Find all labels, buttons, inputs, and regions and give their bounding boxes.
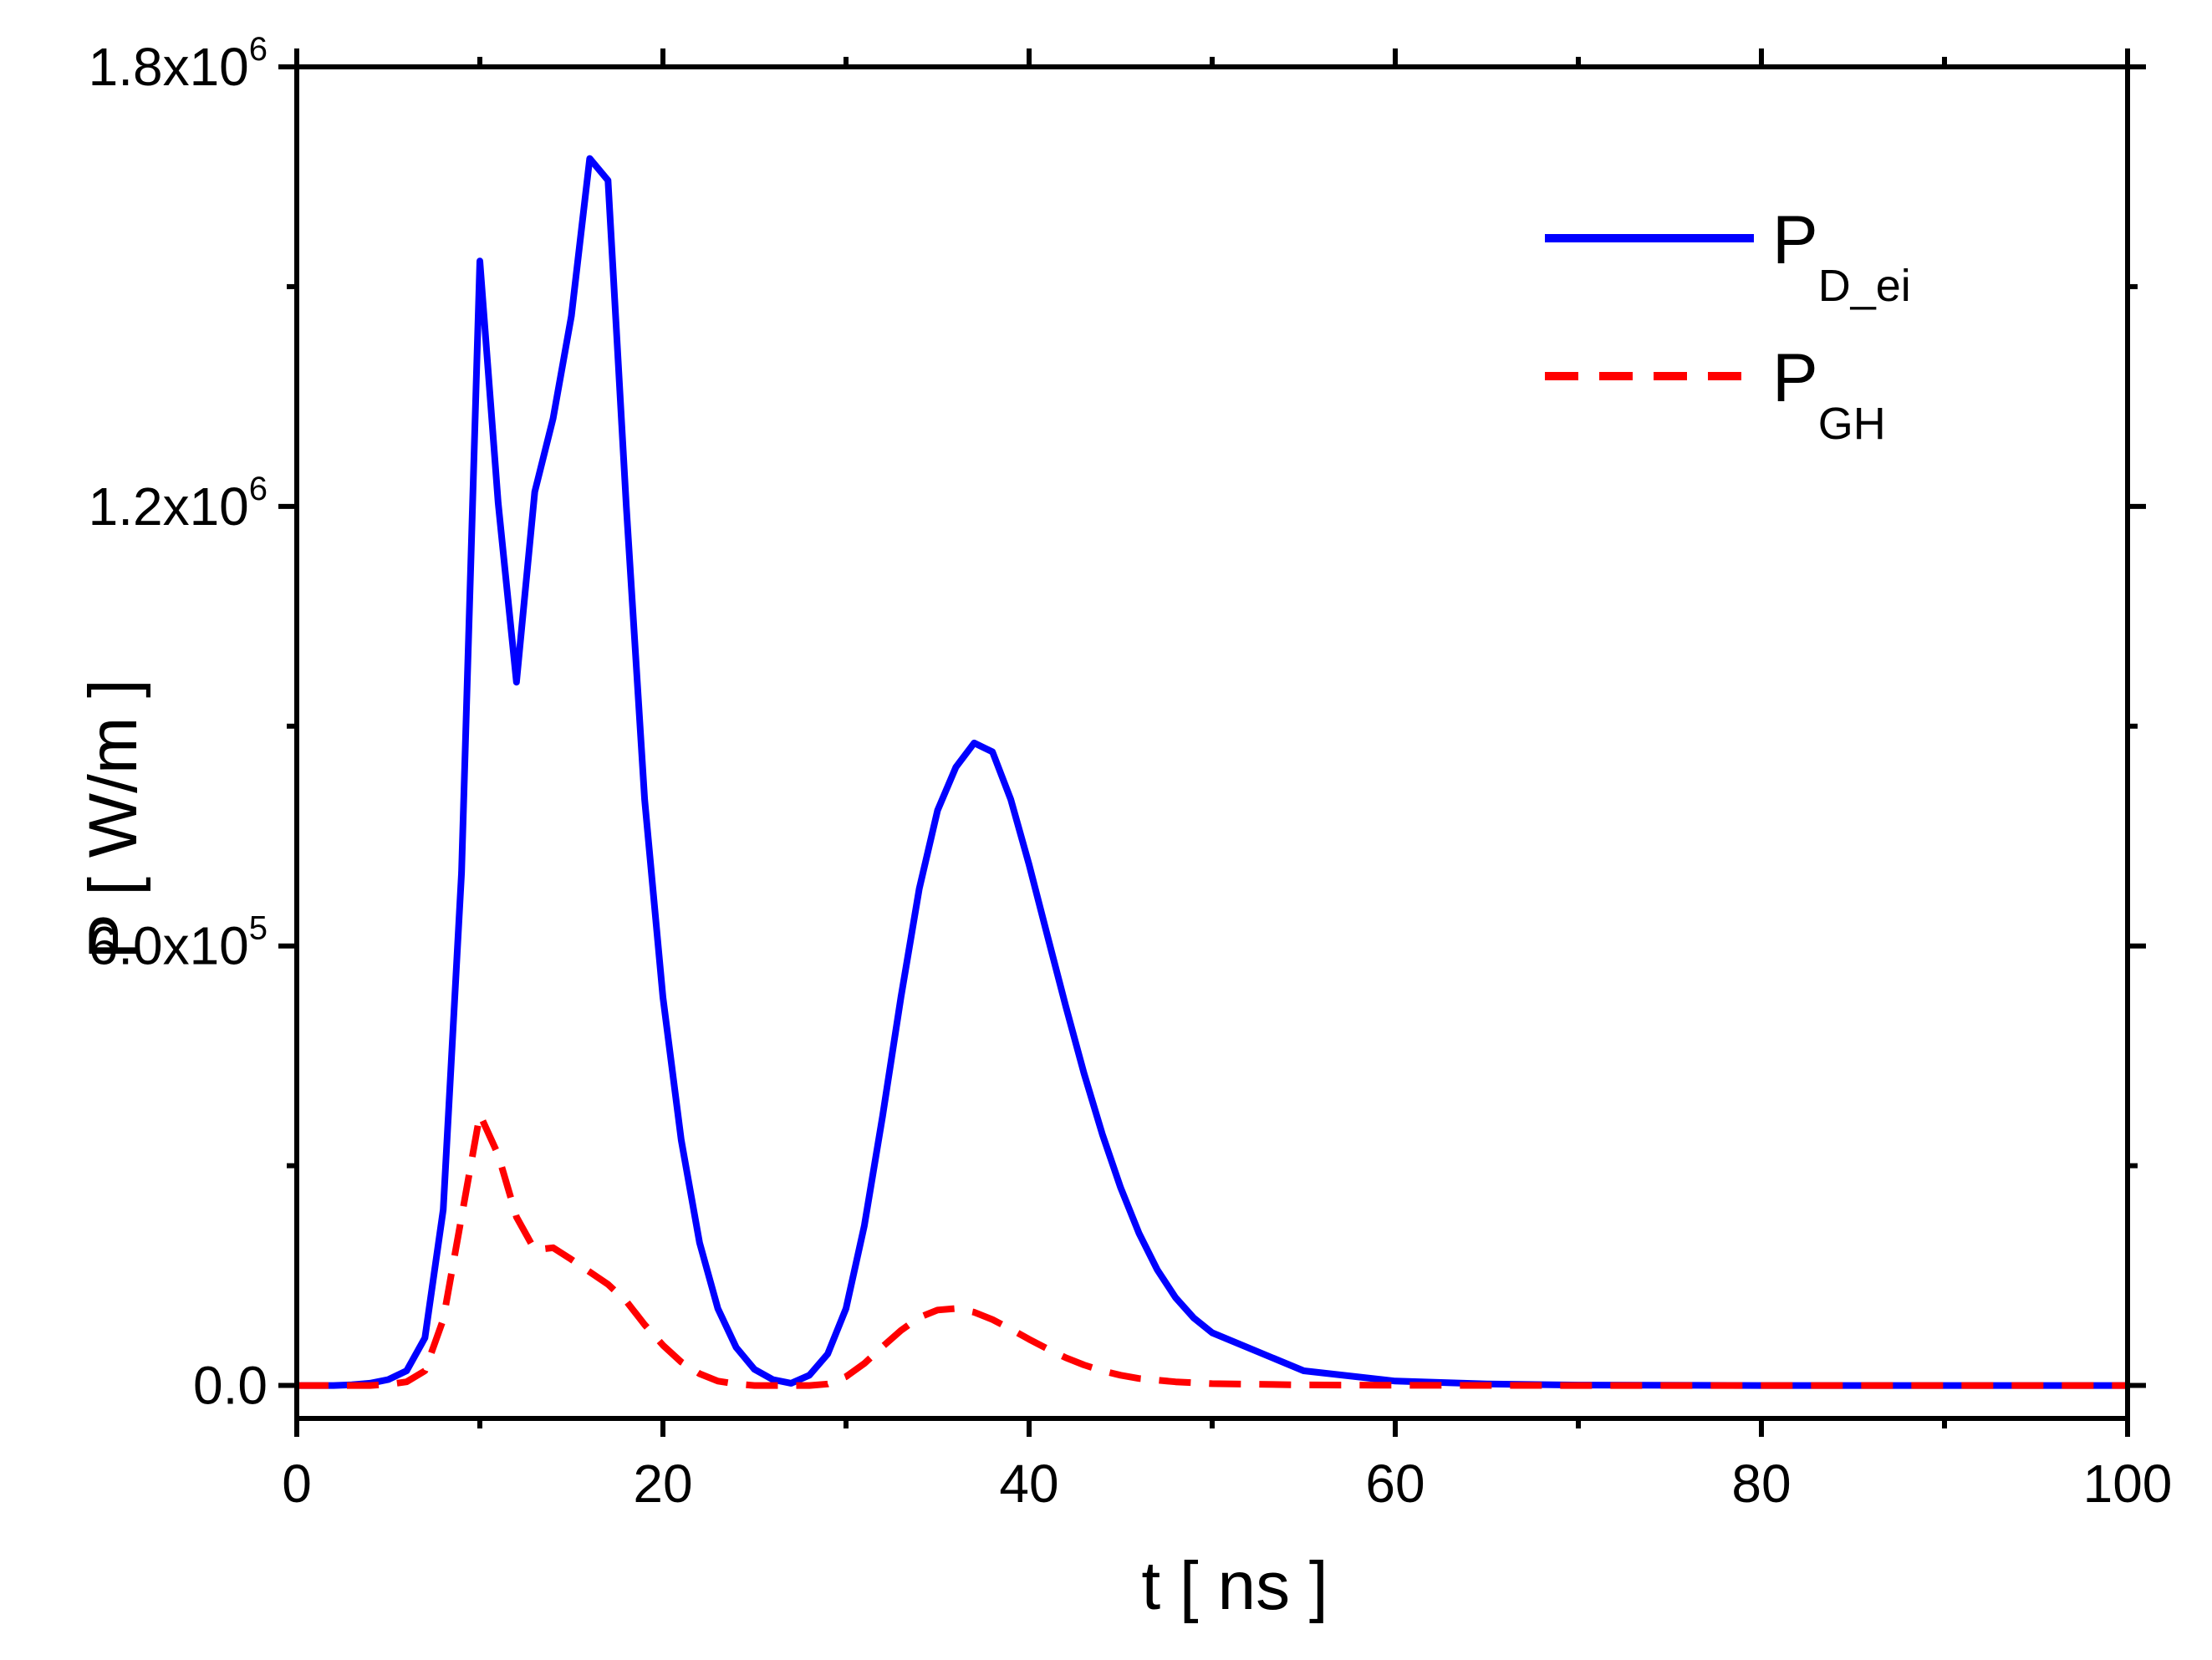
series-p-d-ei — [297, 155, 2128, 1389]
plot-frame — [294, 64, 2130, 1421]
tick-labels: 0 20 40 60 80 100 0.0 6.0x105 1.2x106 1.8x106 — [89, 31, 2173, 1514]
y-axis-label: P [ W/m ] — [75, 679, 151, 960]
x-tick-label: 40 — [999, 1454, 1058, 1514]
x-tick-label: 20 — [633, 1454, 692, 1514]
legend-label: PD_ei — [1772, 202, 1911, 311]
x-tick-label: 80 — [1731, 1454, 1791, 1514]
legend: PD_ei PGH — [1545, 202, 1911, 449]
series-layer — [297, 155, 2128, 1389]
y-tick-label: 1.8x106 — [89, 31, 268, 97]
series-line — [297, 1111, 2128, 1389]
x-tick-label: 0 — [282, 1454, 312, 1514]
x-tick-label: 60 — [1365, 1454, 1425, 1514]
y-tick-label: 6.0x105 — [89, 910, 268, 976]
series-line — [297, 155, 2128, 1389]
legend-label: PGH — [1772, 340, 1886, 449]
x-tick-label: 100 — [2083, 1454, 2173, 1514]
y-tick-label: 0.0 — [193, 1356, 268, 1416]
series-p-gh — [297, 1111, 2128, 1389]
y-tick-label: 1.2x106 — [89, 471, 268, 537]
x-axis-label: t [ ns ] — [1141, 1548, 1328, 1624]
